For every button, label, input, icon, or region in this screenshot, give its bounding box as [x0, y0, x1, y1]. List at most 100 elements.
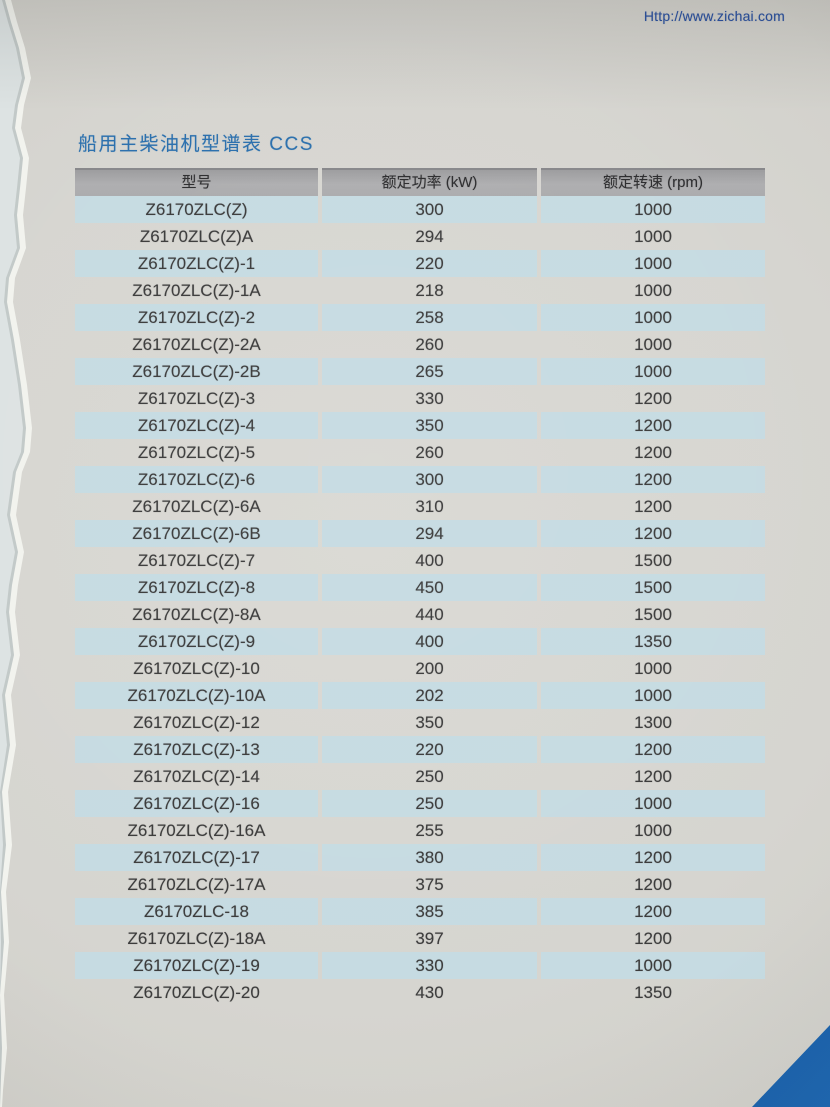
speed-cell: 1200: [634, 767, 672, 786]
power-cell: 400: [415, 551, 444, 570]
power-cell: 200: [415, 659, 444, 678]
table-row: Z6170ZLC(Z)-6B 294 1200: [75, 520, 765, 547]
speed-cell: 1000: [541, 358, 765, 385]
model-cell: Z6170ZLC(Z)-8: [75, 574, 318, 601]
model-cell: Z6170ZLC(Z)-18A: [127, 929, 266, 948]
speed-cell: 1200: [541, 844, 765, 871]
table-row: Z6170ZLC(Z)-10A 202 1000: [75, 682, 765, 709]
table-row: Z6170ZLC(Z)-2B 265 1000: [75, 358, 765, 385]
power-cell: 450: [322, 574, 537, 601]
model-cell: Z6170ZLC(Z)-10: [133, 659, 260, 678]
model-cell: Z6170ZLC(Z)-8A: [132, 605, 261, 624]
power-cell: 294: [415, 227, 444, 246]
power-cell: 202: [322, 682, 537, 709]
model-cell: Z6170ZLC(Z)-7: [137, 551, 256, 570]
power-cell: 310: [415, 497, 444, 516]
speed-cell: 1000: [541, 304, 765, 331]
power-cell: 350: [415, 713, 444, 732]
power-cell: 397: [415, 929, 444, 948]
model-cell: Z6170ZLC(Z)-3: [137, 389, 256, 408]
table-row: Z6170ZLC(Z)-16A 255 1000: [75, 817, 765, 844]
model-cell: Z6170ZLC(Z)A: [139, 227, 254, 246]
power-cell: 258: [322, 304, 537, 331]
power-cell: 260: [415, 443, 444, 462]
speed-cell: 1200: [541, 736, 765, 763]
table-row: Z6170ZLC(Z)-2A 260 1000: [75, 331, 765, 358]
table-row: Z6170ZLC(Z)A 294 1000: [75, 223, 765, 250]
model-cell: Z6170ZLC(Z)-2B: [75, 358, 318, 385]
speed-cell: 1200: [634, 875, 672, 894]
engine-spec-table: 型号 额定功率 (kW) 额定转速 (rpm) Z6170ZLC(Z) 300 10…: [75, 168, 765, 1006]
website-url: Http://www.zichai.com: [643, 8, 785, 24]
table-row: Z6170ZLC(Z)-6 300 1200: [75, 466, 765, 493]
model-cell: Z6170ZLC(Z)-16: [75, 790, 318, 817]
table-row: Z6170ZLC(Z)-10 200 1000: [75, 655, 765, 682]
table-row: Z6170ZLC(Z)-13 220 1200: [75, 736, 765, 763]
table-row: Z6170ZLC(Z)-8A 440 1500: [75, 601, 765, 628]
table-row: Z6170ZLC(Z)-1 220 1000: [75, 250, 765, 277]
speed-cell: 1500: [634, 551, 672, 570]
table-row: Z6170ZLC(Z)-17A 375 1200: [75, 871, 765, 898]
speed-cell: 1000: [634, 659, 672, 678]
power-cell: 300: [322, 196, 537, 223]
power-cell: 250: [415, 767, 444, 786]
speed-cell: 1000: [634, 821, 672, 840]
speed-cell: 1200: [634, 929, 672, 948]
model-cell: Z6170ZLC(Z): [75, 196, 318, 223]
power-cell: 385: [322, 898, 537, 925]
speed-cell: 1500: [541, 574, 765, 601]
model-cell: Z6170ZLC(Z)-6B: [75, 520, 318, 547]
speed-cell: 1000: [541, 952, 765, 979]
power-cell: 350: [322, 412, 537, 439]
model-cell: Z6170ZLC(Z)-6A: [132, 497, 261, 516]
speed-cell: 1350: [634, 983, 672, 1002]
speed-cell: 1200: [634, 497, 672, 516]
power-cell: 330: [415, 389, 444, 408]
speed-cell: 1350: [541, 628, 765, 655]
speed-cell: 1000: [541, 790, 765, 817]
speed-cell: 1200: [541, 412, 765, 439]
power-cell: 375: [415, 875, 444, 894]
speed-cell: 1000: [541, 196, 765, 223]
table-row: Z6170ZLC(Z)-9 400 1350: [75, 628, 765, 655]
power-cell: 400: [322, 628, 537, 655]
power-cell: 220: [322, 250, 537, 277]
speed-cell: 1200: [541, 466, 765, 493]
speed-cell: 1000: [541, 682, 765, 709]
power-cell: 330: [322, 952, 537, 979]
model-cell: Z6170ZLC(Z)-1: [75, 250, 318, 277]
model-cell: Z6170ZLC(Z)-14: [133, 767, 260, 786]
table-row: Z6170ZLC(Z)-6A 310 1200: [75, 493, 765, 520]
model-cell: Z6170ZLC(Z)-13: [75, 736, 318, 763]
model-cell: Z6170ZLC(Z)-17A: [127, 875, 266, 894]
model-cell: Z6170ZLC(Z)-1A: [132, 281, 261, 300]
speed-cell: 1500: [634, 605, 672, 624]
column-header-rated-power: 额定功率 (kW): [322, 168, 537, 196]
speed-cell: 1000: [634, 227, 672, 246]
speed-cell: 1000: [634, 335, 672, 354]
speed-cell: 1200: [634, 443, 672, 462]
model-cell: Z6170ZLC(Z)-5: [137, 443, 256, 462]
model-cell: Z6170ZLC-18: [75, 898, 318, 925]
model-cell: Z6170ZLC(Z)-6: [75, 466, 318, 493]
table-body: Z6170ZLC(Z) 300 1000 Z6170ZLC(Z)A 294 1000 Z61…: [75, 196, 765, 1006]
power-cell: 430: [415, 983, 444, 1002]
table-row: Z6170ZLC(Z) 300 1000: [75, 196, 765, 223]
table-row: Z6170ZLC(Z)-12 350 1300: [75, 709, 765, 736]
table-row: Z6170ZLC(Z)-18A 397 1200: [75, 925, 765, 952]
power-cell: 380: [322, 844, 537, 871]
speed-cell: 1300: [634, 713, 672, 732]
model-cell: Z6170ZLC(Z)-2A: [132, 335, 261, 354]
table-row: Z6170ZLC(Z)-1A 218 1000: [75, 277, 765, 304]
table-row: Z6170ZLC-18 385 1200: [75, 898, 765, 925]
power-cell: 300: [322, 466, 537, 493]
power-cell: 220: [322, 736, 537, 763]
table-header-row: 型号 额定功率 (kW) 额定转速 (rpm): [75, 168, 765, 196]
model-cell: Z6170ZLC(Z)-4: [75, 412, 318, 439]
table-row: Z6170ZLC(Z)-2 258 1000: [75, 304, 765, 331]
table-row: Z6170ZLC(Z)-8 450 1500: [75, 574, 765, 601]
table-row: Z6170ZLC(Z)-5 260 1200: [75, 439, 765, 466]
table-row: Z6170ZLC(Z)-20 430 1350: [75, 979, 765, 1006]
